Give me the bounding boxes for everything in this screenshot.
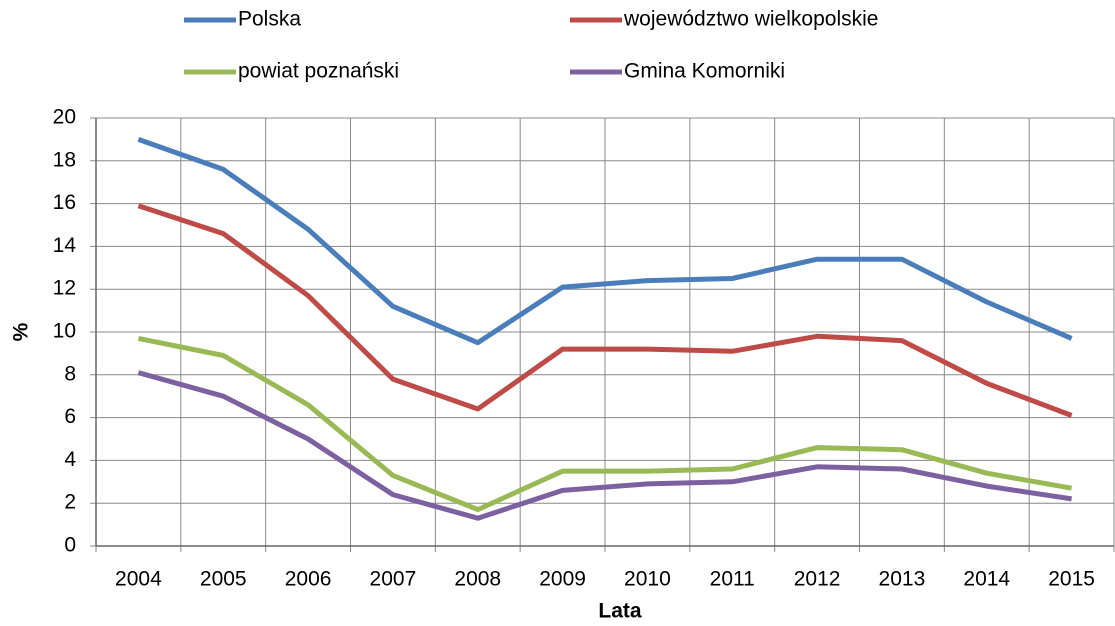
x-tick-label: 2009: [539, 568, 586, 591]
legend-label: województwo wielkopolskie: [623, 8, 878, 31]
series-line: [137, 335, 1073, 513]
x-tick-label: 2013: [879, 568, 926, 591]
legend-label: Gmina Komorniki: [624, 60, 785, 83]
x-tick-label: 2014: [963, 568, 1010, 591]
y-tick-label: 0: [64, 534, 76, 557]
x-tick-label: 2015: [1048, 568, 1095, 591]
series-line: [137, 370, 1072, 521]
series-line: [137, 203, 1073, 418]
x-tick-label: 2011: [710, 568, 755, 591]
y-tick-label: 2: [64, 491, 76, 514]
series-line: [137, 137, 1073, 346]
legend-label: Polska: [238, 8, 301, 31]
x-tick-label: 2010: [624, 568, 671, 591]
x-tick-label: 2008: [454, 568, 501, 591]
y-tick-label: 12: [53, 277, 76, 300]
y-tick-label: 6: [64, 405, 76, 428]
y-tick-label: 8: [64, 362, 76, 385]
y-tick-label: 14: [53, 234, 77, 257]
x-axis-label: Lata: [598, 600, 642, 623]
x-tick-label: 2007: [370, 568, 417, 591]
y-tick-label: 10: [53, 320, 76, 343]
y-tick-label: 18: [53, 148, 76, 171]
y-axis-label: %: [10, 322, 33, 341]
x-tick-label: 2006: [285, 568, 332, 591]
y-tick-label: 4: [64, 448, 76, 471]
y-tick-label: 16: [53, 191, 76, 214]
y-tick-label: 20: [53, 106, 76, 129]
x-tick-label: 2012: [794, 568, 841, 591]
x-tick-label: 2005: [200, 568, 247, 591]
legend-label: powiat poznański: [238, 60, 399, 83]
x-tick-label: 2004: [115, 568, 162, 591]
